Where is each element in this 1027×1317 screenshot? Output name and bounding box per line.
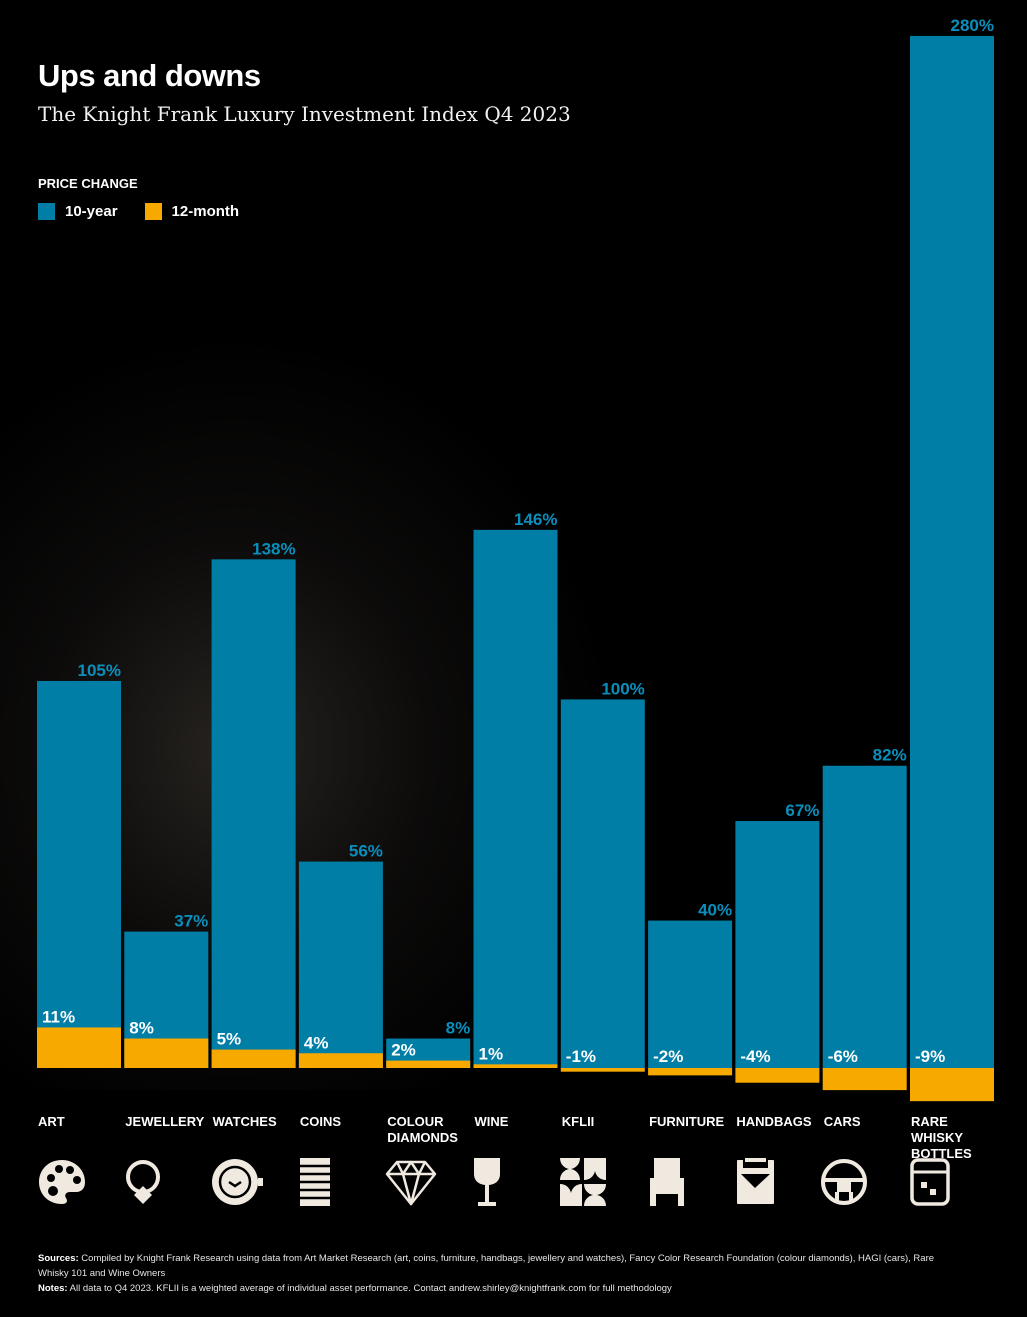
value-label-10-year: 67% <box>785 801 819 820</box>
notes-text: All data to Q4 2023. KFLII is a weighted… <box>67 1283 672 1294</box>
bar-12-month <box>822 1068 907 1091</box>
wine-glass-icon <box>474 1158 500 1206</box>
bar-12-month <box>648 1068 733 1076</box>
notes-label: Notes: <box>38 1283 68 1294</box>
page-subtitle: The Knight Frank Luxury Investment Index… <box>38 102 571 126</box>
value-label-12-month: 1% <box>479 1044 504 1063</box>
category-label: HANDBAGS <box>736 1114 812 1129</box>
category-label: FURNITURE <box>649 1114 725 1129</box>
bar-12-month <box>124 1038 209 1068</box>
bar-12-month <box>735 1068 820 1083</box>
value-label-12-month: 11% <box>42 1007 75 1026</box>
legend-item-10-year: 10-year <box>38 203 118 220</box>
bar-12-month <box>298 1053 383 1068</box>
value-label-12-month: 8% <box>129 1019 154 1038</box>
value-label-10-year: 37% <box>174 912 208 931</box>
bar-10-year <box>211 559 296 1068</box>
value-label-12-month: -1% <box>566 1047 596 1066</box>
value-label-12-month: 2% <box>391 1041 416 1060</box>
value-label-10-year: 8% <box>446 1019 471 1038</box>
bar-12-month <box>560 1068 645 1072</box>
value-label-12-month: -9% <box>915 1047 945 1066</box>
bar-10-year <box>910 35 994 1068</box>
page-title: Ups and downs <box>38 58 261 93</box>
sources-line: Sources: Compiled by Knight Frank Resear… <box>38 1251 938 1281</box>
value-label-10-year: 105% <box>78 661 121 680</box>
bar-10-year <box>37 680 121 1068</box>
notes-line: Notes: All data to Q4 2023. KFLII is a w… <box>38 1281 938 1296</box>
category-label: ART <box>38 1114 65 1129</box>
coins-icon <box>300 1158 330 1206</box>
value-label-12-month: -2% <box>653 1047 683 1066</box>
bar-12-month <box>386 1060 471 1068</box>
bar-12-month <box>910 1068 994 1102</box>
bar-10-year <box>473 529 558 1068</box>
bar-12-month <box>37 1027 121 1068</box>
category-label: COINS <box>299 1114 342 1129</box>
sources-label: Sources: <box>38 1253 79 1264</box>
handbag-icon <box>737 1158 774 1204</box>
value-label-10-year: 146% <box>514 510 557 529</box>
bar-chart: 105% 11% 37% 8% 138% 5% 56% 4% 8% 2% 146% 1% 100% -1%… <box>37 16 994 1102</box>
bar-12-month <box>211 1049 296 1068</box>
category-label: WINE <box>474 1114 509 1129</box>
value-label-10-year: 56% <box>349 842 383 861</box>
category-label: COLOUR DIAMONDS <box>387 1114 458 1145</box>
legend-swatch-12-month <box>144 203 162 220</box>
value-label-10-year: 82% <box>873 746 907 765</box>
value-label-12-month: -4% <box>740 1047 770 1066</box>
bar-10-year <box>735 821 820 1068</box>
value-label-10-year: 40% <box>698 901 732 920</box>
value-label-12-month: -6% <box>828 1047 858 1066</box>
value-label-12-month: 5% <box>217 1030 242 1049</box>
bar-10-year <box>648 920 733 1068</box>
whisky-glass-icon <box>910 1158 950 1206</box>
bar-10-year <box>560 699 645 1068</box>
kflii-icon <box>560 1158 606 1206</box>
category-label: RARE WHISKY BOTTLES <box>911 1114 972 1161</box>
chair-icon <box>650 1158 684 1206</box>
legend-swatch-10-year <box>38 203 55 220</box>
category-label: WATCHES <box>212 1114 277 1129</box>
value-label-10-year: 138% <box>252 539 295 558</box>
category-label: CARS <box>823 1114 861 1129</box>
bar-12-month <box>473 1064 558 1068</box>
category-label: JEWELLERY <box>125 1114 205 1129</box>
sources-text: Compiled by Knight Frank Research using … <box>38 1253 935 1279</box>
legend-label-10-year: 10-year <box>65 203 118 220</box>
legend-item-12-month: 12-month <box>144 203 240 220</box>
category-label: KFLII <box>561 1114 595 1129</box>
legend-title: PRICE CHANGE <box>38 176 138 191</box>
footer-notes: Sources: Compiled by Knight Frank Resear… <box>38 1251 938 1296</box>
value-label-10-year: 280% <box>951 16 994 35</box>
palette-icon <box>39 1160 85 1204</box>
diamond-icon <box>385 1160 437 1206</box>
legend: 10-year 12-month <box>38 203 266 220</box>
legend-label-12-month: 12-month <box>171 203 240 220</box>
watch-icon <box>212 1159 263 1205</box>
bar-10-year <box>298 861 383 1068</box>
bar-10-year <box>822 765 907 1068</box>
value-label-12-month: 4% <box>304 1033 329 1052</box>
value-label-10-year: 100% <box>601 679 644 698</box>
steering-wheel-icon <box>821 1159 867 1205</box>
ring-icon <box>126 1160 160 1204</box>
